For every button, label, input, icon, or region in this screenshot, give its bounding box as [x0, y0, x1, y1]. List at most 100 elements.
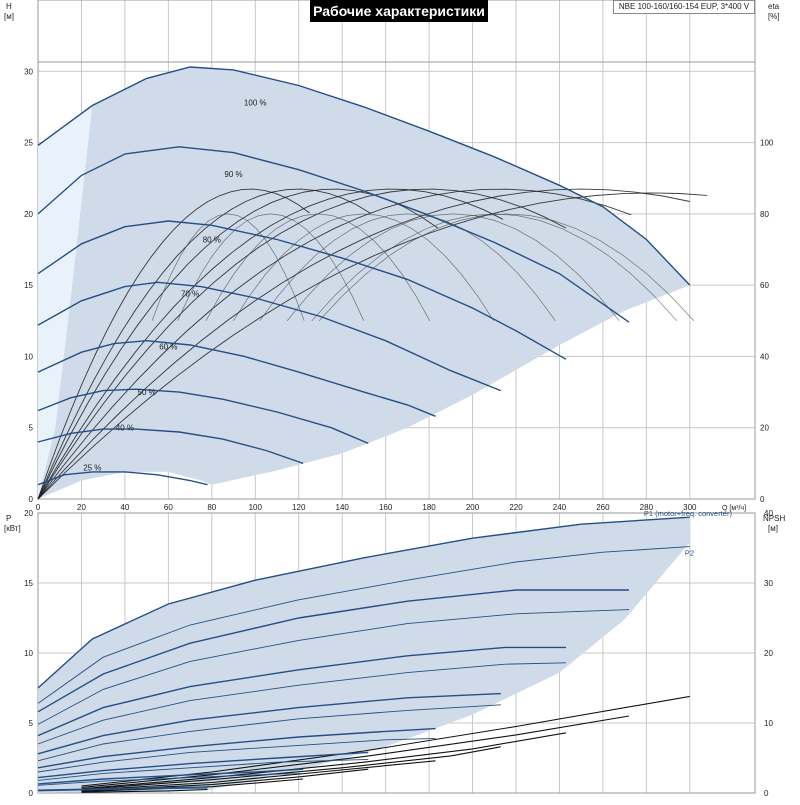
pump-model-label: NBE 100-160/160-154 EUP, 3*400 V: [613, 0, 755, 14]
head-curve-90pct: [37, 146, 630, 323]
head-low-flow-area: [38, 105, 93, 499]
eta-y-tick-label: 100: [760, 139, 774, 148]
npsh-curve-2: [81, 715, 630, 788]
power-axis-unit: [кВт]: [4, 524, 21, 533]
power-y-tick-label: 10: [24, 649, 33, 658]
head-y-tick-label: 5: [29, 424, 34, 433]
q-x-tick-label: 160: [379, 503, 393, 512]
power-operating-area: [38, 517, 690, 793]
efficiency-arc-5: [259, 213, 556, 322]
q-x-tick-label: 120: [292, 503, 306, 512]
q-x-tick-label: 200: [466, 503, 480, 512]
npsh-y-tick-label: 30: [764, 579, 773, 588]
head-y-tick-label: 15: [24, 281, 33, 290]
power-curve-15: [37, 786, 208, 791]
npsh-curve-1: [81, 695, 690, 787]
efficiency-arc-6: [286, 213, 620, 322]
npsh-axis-unit: [м]: [768, 524, 778, 533]
power-curve-16: [37, 787, 208, 792]
power-frame: [37, 512, 756, 794]
npsh-y-tick-label: 10: [764, 719, 773, 728]
head-y-tick-label: 20: [24, 210, 33, 219]
head-curve-80pct: [37, 220, 567, 360]
power-y-tick-label: 5: [29, 719, 34, 728]
q-x-tick-label: 0: [36, 503, 41, 512]
q-x-tick-label: 100: [249, 503, 263, 512]
efficiency-arc-3: [205, 213, 431, 321]
q-x-tick-label: 220: [509, 503, 523, 512]
npsh-y-tick-label: 40: [764, 509, 773, 518]
power-curve-7: [37, 692, 501, 755]
power-curve-10: [37, 737, 436, 773]
head-curve-label-25pct: 25 %: [83, 463, 101, 472]
npsh-curve-5: [81, 760, 436, 791]
power-y-tick-label: 20: [24, 509, 33, 518]
efficiency-curve-5: [37, 188, 567, 500]
efficiency-arc-7: [311, 213, 678, 322]
power-series-label-p2: P2: [685, 549, 694, 558]
efficiency-curve-4: [37, 188, 504, 500]
q-x-tick-label: 300: [683, 503, 697, 512]
chart-title: Рабочие характеристики: [310, 0, 488, 22]
q-x-tick-label: 280: [640, 503, 654, 512]
eta-axis-label: eta: [768, 2, 780, 11]
head-curve-label-50pct: 50 %: [138, 388, 156, 397]
head-curve-60pct: [37, 339, 436, 417]
power-curve-4: [37, 609, 630, 725]
efficiency-curve-7: [37, 188, 690, 500]
q-x-tick-label: 240: [553, 503, 567, 512]
head-curve-label-40pct: 40 %: [116, 424, 134, 433]
npsh-y-tick-label: 0: [764, 789, 769, 798]
npsh-curve-3: [81, 732, 567, 790]
head-curve-50pct: [37, 388, 369, 445]
power-curve-6: [37, 662, 567, 745]
head-axis-unit: [м]: [4, 12, 14, 21]
eta-y-tick-label: 20: [760, 424, 769, 433]
npsh-curve-7: [81, 778, 304, 793]
q-x-tick-label: 80: [207, 503, 216, 512]
head-curve-25pct: [37, 471, 208, 486]
power-curve-5: [37, 646, 566, 737]
efficiency-curve-1: [37, 188, 310, 500]
power-curve-11: [37, 751, 369, 779]
power-curve-13: [37, 768, 304, 785]
efficiency-curve-6: [37, 188, 632, 500]
npsh-axis-label: NPSH: [763, 514, 785, 523]
q-axis-label: Q [м³/ч]: [722, 505, 746, 512]
head-y-tick-label: 10: [24, 352, 33, 361]
power-curve-1: [37, 516, 690, 689]
q-x-tick-label: 180: [422, 503, 436, 512]
efficiency-arc-2: [177, 213, 365, 321]
efficiency-arc-8: [318, 213, 695, 322]
head-curve-70pct: [37, 281, 502, 392]
q-x-tick-label: 20: [77, 503, 86, 512]
efficiency-arc-4: [233, 213, 494, 321]
power-y-tick-label: 15: [24, 579, 33, 588]
eta-y-tick-label: 80: [760, 210, 769, 219]
power-curve-8: [37, 704, 501, 762]
head-y-tick-label: 30: [24, 67, 33, 76]
head-curve-label-80pct: 80 %: [203, 235, 221, 244]
npsh-curve-4: [81, 746, 501, 791]
power-series-label-p1: P1 (motor+freq. converter): [644, 509, 733, 518]
head-curve-40pct: [37, 428, 304, 465]
power-curve-2: [37, 546, 690, 704]
head-curve-label-90pct: 90 %: [224, 170, 242, 179]
eta-axis-unit: [%]: [768, 12, 780, 21]
head-y-tick-label: 25: [24, 139, 33, 148]
head-curve-label-70pct: 70 %: [181, 290, 199, 299]
head-curve-label-60pct: 60 %: [159, 342, 177, 351]
head-curve-100pct: [37, 66, 691, 286]
power-curve-12: [37, 758, 369, 781]
q-x-tick-label: 140: [336, 503, 350, 512]
power-curve-14: [37, 772, 304, 786]
power-axis-label: P: [6, 514, 11, 523]
head-y-tick-label: 0: [29, 495, 34, 504]
npsh-curve-8: [81, 788, 208, 793]
eta-y-tick-label: 60: [760, 281, 769, 290]
npsh-y-tick-label: 20: [764, 649, 773, 658]
q-x-tick-label: 260: [596, 503, 610, 512]
eta-y-tick-label: 40: [760, 352, 769, 361]
